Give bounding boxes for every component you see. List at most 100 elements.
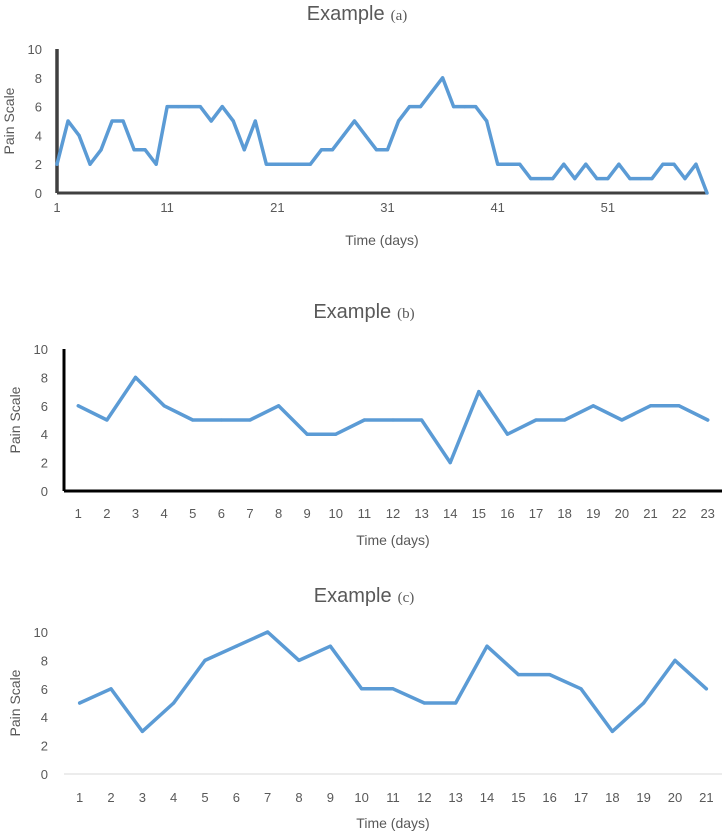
data-point bbox=[78, 701, 82, 705]
x-tick-label: 14 bbox=[480, 790, 494, 805]
data-point bbox=[396, 119, 401, 123]
data-point bbox=[705, 191, 709, 195]
data-point bbox=[319, 148, 324, 152]
data-point bbox=[620, 418, 624, 422]
data-point bbox=[334, 432, 338, 436]
y-tick-label: 8 bbox=[41, 370, 48, 385]
data-point bbox=[573, 177, 577, 181]
x-tick-label: 2 bbox=[103, 506, 110, 521]
x-tick-label: 10 bbox=[329, 506, 343, 521]
x-tick-label: 15 bbox=[511, 790, 525, 805]
data-point bbox=[534, 418, 538, 422]
data-point bbox=[617, 162, 621, 166]
x-tick-label: 1 bbox=[76, 790, 83, 805]
data-point bbox=[305, 432, 309, 436]
data-point bbox=[352, 119, 357, 123]
x-axis-title: Time (days) bbox=[345, 232, 418, 248]
data-point bbox=[418, 105, 423, 109]
x-tick-label: 18 bbox=[605, 790, 619, 805]
x-tick-label: 9 bbox=[327, 790, 334, 805]
data-point bbox=[584, 162, 588, 166]
data-point bbox=[308, 162, 312, 166]
x-tick-label: 51 bbox=[601, 200, 615, 215]
data-point bbox=[429, 90, 434, 94]
data-point bbox=[496, 162, 500, 166]
data-point bbox=[203, 658, 207, 663]
x-tick-label: 3 bbox=[139, 790, 146, 805]
chart-title: Example (c) bbox=[314, 585, 414, 607]
data-point bbox=[297, 162, 301, 166]
x-tick-label: 21 bbox=[699, 790, 713, 805]
data-point bbox=[385, 148, 390, 152]
data-point bbox=[477, 390, 481, 394]
x-tick-label: 17 bbox=[574, 790, 588, 805]
x-tick-label: 19 bbox=[636, 790, 650, 805]
x-tick-label: 19 bbox=[586, 506, 600, 521]
x-tick-label: 5 bbox=[189, 506, 196, 521]
data-point bbox=[248, 418, 252, 422]
data-point bbox=[143, 148, 147, 152]
data-point bbox=[673, 658, 677, 663]
data-point bbox=[606, 177, 610, 181]
data-point bbox=[440, 76, 445, 80]
data-point bbox=[363, 133, 368, 137]
data-point bbox=[220, 105, 224, 109]
data-point bbox=[266, 630, 270, 634]
x-tick-label: 11 bbox=[386, 790, 400, 805]
x-tick-label: 2 bbox=[107, 790, 114, 805]
data-point bbox=[505, 432, 510, 436]
data-point bbox=[133, 375, 138, 379]
chart-title-text: Example bbox=[313, 301, 391, 323]
x-tick-label: 10 bbox=[354, 790, 368, 805]
x-tick-label: 14 bbox=[443, 506, 457, 521]
x-tick-label: 16 bbox=[542, 790, 556, 805]
data-point bbox=[176, 105, 180, 109]
y-tick-label: 6 bbox=[41, 682, 48, 697]
x-tick-label: 11 bbox=[358, 506, 372, 521]
y-axis-title: Pain Scale bbox=[7, 669, 23, 736]
data-point bbox=[162, 404, 166, 408]
data-point bbox=[109, 687, 113, 691]
data-point bbox=[121, 119, 125, 123]
data-point bbox=[330, 148, 335, 152]
data-point bbox=[105, 418, 109, 422]
data-point bbox=[529, 177, 533, 181]
data-point bbox=[454, 701, 458, 705]
data-point bbox=[485, 644, 489, 648]
data-point bbox=[562, 162, 566, 166]
data-point bbox=[297, 658, 301, 663]
y-tick-label: 6 bbox=[35, 100, 42, 115]
data-point bbox=[209, 119, 213, 123]
y-tick-label: 0 bbox=[41, 767, 48, 782]
data-point bbox=[360, 687, 364, 691]
data-point bbox=[286, 162, 290, 166]
data-point bbox=[276, 404, 281, 408]
data-point bbox=[219, 418, 223, 422]
x-tick-label: 4 bbox=[170, 790, 177, 805]
x-tick-label: 1 bbox=[75, 506, 82, 521]
data-point bbox=[642, 701, 646, 705]
x-tick-label: 6 bbox=[218, 506, 225, 521]
data-point bbox=[198, 105, 202, 109]
chart-title-suffix: (b) bbox=[397, 306, 415, 322]
data-point bbox=[165, 105, 169, 109]
chart-title-suffix: (c) bbox=[398, 590, 415, 606]
x-tick-label: 9 bbox=[304, 506, 311, 521]
data-point bbox=[518, 162, 522, 166]
data-point bbox=[448, 461, 452, 465]
x-tick-label: 13 bbox=[448, 790, 462, 805]
data-point bbox=[420, 418, 424, 422]
y-tick-label: 10 bbox=[34, 625, 48, 640]
chart-title-text: Example bbox=[314, 585, 392, 607]
x-tick-label: 7 bbox=[264, 790, 271, 805]
y-tick-label: 2 bbox=[41, 739, 48, 754]
data-point bbox=[110, 119, 114, 123]
data-point bbox=[474, 105, 478, 109]
data-point bbox=[579, 687, 583, 691]
series-line bbox=[55, 76, 709, 195]
data-point bbox=[191, 418, 195, 422]
chart-title-text: Example bbox=[307, 3, 385, 25]
